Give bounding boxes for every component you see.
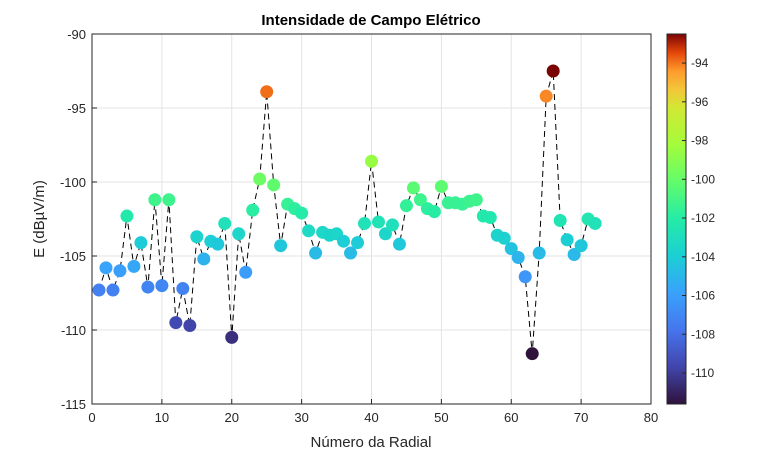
data-point: [274, 239, 288, 253]
data-point: [253, 172, 267, 186]
data-point: [406, 181, 420, 195]
data-point: [225, 330, 239, 344]
colorbar-tick-label: -96: [691, 95, 709, 109]
dashed-connector-line: [98, 70, 596, 354]
data-point: [127, 259, 141, 273]
data-point: [553, 213, 567, 227]
y-tick-label: -90: [67, 27, 86, 42]
data-point: [392, 237, 406, 251]
data-point: [525, 347, 539, 361]
data-point: [399, 199, 413, 213]
data-point: [260, 85, 274, 99]
x-tick-label: 80: [644, 410, 658, 425]
data-point: [92, 283, 106, 297]
y-tick-label: -110: [61, 323, 86, 338]
y-tick-label: -95: [67, 101, 86, 116]
data-point: [120, 209, 134, 223]
data-point: [239, 265, 253, 279]
data-point: [141, 280, 155, 294]
data-point: [267, 178, 281, 192]
data-point: [169, 316, 183, 330]
data-point: [190, 230, 204, 244]
x-tick-label: 10: [155, 410, 169, 425]
data-point: [574, 239, 588, 253]
data-point: [183, 319, 197, 333]
chart-title: Intensidade de Campo Elétrico: [261, 12, 480, 29]
x-tick-label: 20: [225, 410, 239, 425]
colorbar-tick-label: -110: [691, 366, 714, 380]
x-tick-label: 0: [88, 410, 95, 425]
data-point: [218, 216, 232, 230]
data-point: [211, 237, 225, 251]
data-point: [358, 216, 372, 230]
data-point: [162, 193, 176, 207]
data-point: [539, 89, 553, 103]
colorbar-tick-label: -100: [691, 172, 715, 186]
data-point: [155, 279, 169, 293]
y-axis-title: E (dBµV/m): [31, 180, 48, 258]
data-point: [232, 227, 246, 241]
data-point: [344, 246, 358, 260]
data-point: [99, 261, 113, 275]
data-point: [497, 231, 511, 245]
data-point: [588, 216, 602, 230]
data-point: [504, 242, 518, 256]
axis-ticks: 0 10 20 30 40 50 60 70 80 -90 -95 -100 -105 -110 -115: [60, 27, 658, 425]
data-point: [546, 64, 560, 78]
data-point: [302, 224, 316, 238]
data-point: [246, 203, 260, 217]
data-point: [413, 193, 427, 207]
x-tick-label: 70: [574, 410, 588, 425]
data-point: [560, 233, 574, 247]
data-point: [511, 250, 525, 264]
data-point: [427, 205, 441, 219]
data-point: [378, 227, 392, 241]
colorbar-tick-label: -106: [691, 289, 715, 303]
data-point: [567, 248, 581, 262]
y-tick-label: -115: [61, 397, 86, 412]
data-point: [106, 283, 120, 297]
colorbar-tick-label: -102: [691, 211, 715, 225]
data-point: [385, 218, 399, 232]
data-point: [351, 236, 365, 250]
data-point: [434, 179, 448, 193]
colorbar-tick-label: -98: [691, 134, 709, 148]
data-point: [365, 154, 378, 168]
x-tick-label: 60: [504, 410, 518, 425]
y-tick-label: -100: [60, 175, 86, 190]
data-point: [176, 282, 190, 296]
y-tick-label: -105: [60, 249, 86, 264]
x-tick-label: 40: [364, 410, 378, 425]
x-axis-title: Número da Radial: [311, 434, 432, 451]
data-point: [532, 246, 546, 260]
x-tick-label: 30: [294, 410, 308, 425]
data-points: [92, 64, 602, 361]
data-point: [309, 246, 323, 260]
data-point: [337, 234, 351, 248]
data-point: [197, 252, 211, 266]
data-point: [148, 193, 162, 207]
colorbar-ticks: -94 -96 -98 -100 -102 -104 -106 -108 -110: [682, 56, 715, 380]
data-point: [134, 236, 148, 250]
x-tick-label: 50: [434, 410, 448, 425]
colorbar-tick-label: -104: [691, 250, 715, 264]
colorbar-tick-label: -108: [691, 327, 715, 341]
data-point: [483, 211, 497, 225]
data-point: [518, 270, 532, 284]
data-point: [295, 206, 309, 220]
data-point: [469, 193, 483, 207]
colorbar: [666, 33, 687, 405]
data-point: [371, 215, 385, 229]
data-point: [113, 264, 127, 278]
colorbar-tick-label: -94: [691, 56, 709, 70]
grid-lines: [91, 33, 652, 405]
